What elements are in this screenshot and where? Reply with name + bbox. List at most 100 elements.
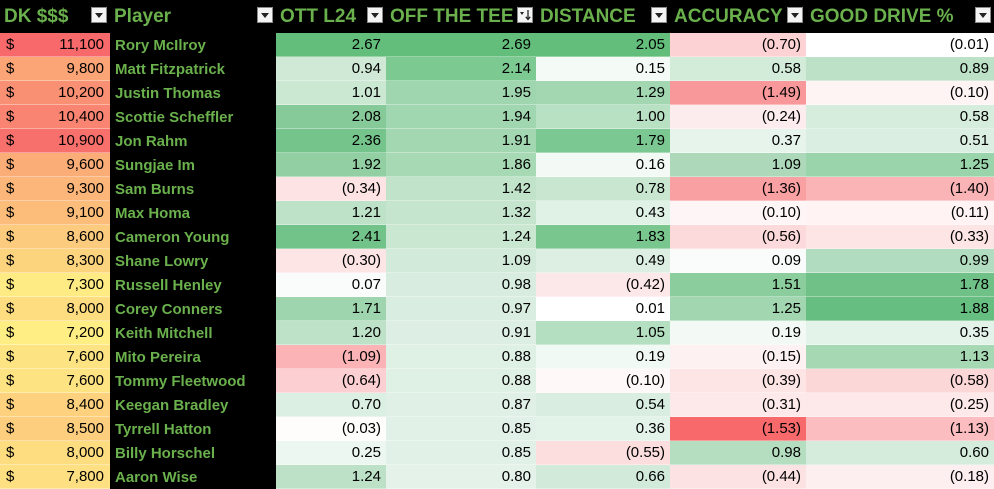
cell-off-the-tee[interactable]: 0.80 <box>386 465 536 489</box>
column-header-dk[interactable]: DK $$$ <box>0 0 110 33</box>
cell-ott-l24[interactable]: (0.64) <box>276 369 386 393</box>
cell-player-name[interactable]: Max Homa <box>110 201 276 225</box>
cell-good-drive[interactable]: 0.51 <box>806 129 994 153</box>
cell-off-the-tee[interactable]: 1.95 <box>386 81 536 105</box>
cell-dk-salary[interactable]: $7,300 <box>0 273 110 297</box>
cell-dk-salary[interactable]: $10,200 <box>0 81 110 105</box>
cell-off-the-tee[interactable]: 1.32 <box>386 201 536 225</box>
cell-ott-l24[interactable]: 1.21 <box>276 201 386 225</box>
cell-dk-salary[interactable]: $10,400 <box>0 105 110 129</box>
cell-off-the-tee[interactable]: 0.88 <box>386 369 536 393</box>
cell-accuracy[interactable]: (0.39) <box>670 369 806 393</box>
cell-player-name[interactable]: Keith Mitchell <box>110 321 276 345</box>
cell-distance[interactable]: 0.15 <box>536 57 670 81</box>
cell-accuracy[interactable]: (1.49) <box>670 81 806 105</box>
cell-distance[interactable]: (0.10) <box>536 369 670 393</box>
cell-good-drive[interactable]: (0.33) <box>806 225 994 249</box>
cell-accuracy[interactable]: (0.10) <box>670 201 806 225</box>
cell-dk-salary[interactable]: $7,800 <box>0 465 110 489</box>
filter-dropdown-icon[interactable] <box>257 7 273 23</box>
cell-ott-l24[interactable]: 2.36 <box>276 129 386 153</box>
cell-distance[interactable]: 0.66 <box>536 465 670 489</box>
cell-accuracy[interactable]: 0.58 <box>670 57 806 81</box>
cell-accuracy[interactable]: (0.44) <box>670 465 806 489</box>
cell-ott-l24[interactable]: 1.01 <box>276 81 386 105</box>
cell-accuracy[interactable]: 1.09 <box>670 153 806 177</box>
cell-accuracy[interactable]: (0.56) <box>670 225 806 249</box>
cell-dk-salary[interactable]: $9,100 <box>0 201 110 225</box>
cell-distance[interactable]: 1.83 <box>536 225 670 249</box>
cell-distance[interactable]: 0.43 <box>536 201 670 225</box>
column-header-ott_l24[interactable]: OTT L24 <box>276 0 386 33</box>
cell-player-name[interactable]: Rory McIlroy <box>110 33 276 57</box>
cell-distance[interactable]: 0.78 <box>536 177 670 201</box>
cell-player-name[interactable]: Matt Fitzpatrick <box>110 57 276 81</box>
cell-dk-salary[interactable]: $8,000 <box>0 441 110 465</box>
cell-good-drive[interactable]: (0.10) <box>806 81 994 105</box>
cell-accuracy[interactable]: (0.31) <box>670 393 806 417</box>
cell-good-drive[interactable]: 1.88 <box>806 297 994 321</box>
cell-player-name[interactable]: Russell Henley <box>110 273 276 297</box>
cell-ott-l24[interactable]: 1.24 <box>276 465 386 489</box>
cell-distance[interactable]: 1.00 <box>536 105 670 129</box>
cell-accuracy[interactable]: (1.53) <box>670 417 806 441</box>
cell-off-the-tee[interactable]: 0.87 <box>386 393 536 417</box>
cell-ott-l24[interactable]: (0.34) <box>276 177 386 201</box>
cell-off-the-tee[interactable]: 1.24 <box>386 225 536 249</box>
cell-player-name[interactable]: Mito Pereira <box>110 345 276 369</box>
cell-good-drive[interactable]: 0.99 <box>806 249 994 273</box>
cell-ott-l24[interactable]: 2.08 <box>276 105 386 129</box>
cell-dk-salary[interactable]: $10,900 <box>0 129 110 153</box>
cell-off-the-tee[interactable]: 0.85 <box>386 441 536 465</box>
cell-off-the-tee[interactable]: 2.69 <box>386 33 536 57</box>
cell-player-name[interactable]: Keegan Bradley <box>110 393 276 417</box>
cell-distance[interactable]: 0.01 <box>536 297 670 321</box>
cell-player-name[interactable]: Sungjae Im <box>110 153 276 177</box>
cell-off-the-tee[interactable]: 1.42 <box>386 177 536 201</box>
cell-ott-l24[interactable]: (0.03) <box>276 417 386 441</box>
cell-dk-salary[interactable]: $11,100 <box>0 33 110 57</box>
cell-ott-l24[interactable]: (1.09) <box>276 345 386 369</box>
cell-distance[interactable]: 0.19 <box>536 345 670 369</box>
cell-good-drive[interactable]: (0.25) <box>806 393 994 417</box>
cell-good-drive[interactable]: (0.58) <box>806 369 994 393</box>
cell-dk-salary[interactable]: $8,000 <box>0 297 110 321</box>
cell-distance[interactable]: (0.55) <box>536 441 670 465</box>
cell-accuracy[interactable]: 0.98 <box>670 441 806 465</box>
column-header-good_drive[interactable]: GOOD DRIVE % <box>806 0 994 33</box>
cell-ott-l24[interactable]: 1.92 <box>276 153 386 177</box>
cell-dk-salary[interactable]: $9,800 <box>0 57 110 81</box>
cell-off-the-tee[interactable]: 0.91 <box>386 321 536 345</box>
filter-dropdown-icon[interactable] <box>367 7 383 23</box>
cell-distance[interactable]: 0.49 <box>536 249 670 273</box>
cell-good-drive[interactable]: (1.13) <box>806 417 994 441</box>
cell-good-drive[interactable]: 1.78 <box>806 273 994 297</box>
cell-distance[interactable]: (0.42) <box>536 273 670 297</box>
cell-player-name[interactable]: Jon Rahm <box>110 129 276 153</box>
cell-player-name[interactable]: Scottie Scheffler <box>110 105 276 129</box>
cell-distance[interactable]: 0.16 <box>536 153 670 177</box>
cell-ott-l24[interactable]: (0.30) <box>276 249 386 273</box>
cell-good-drive[interactable]: 1.25 <box>806 153 994 177</box>
cell-ott-l24[interactable]: 1.71 <box>276 297 386 321</box>
filter-dropdown-icon[interactable] <box>91 7 107 23</box>
column-header-accuracy[interactable]: ACCURACY <box>670 0 806 33</box>
cell-accuracy[interactable]: 0.37 <box>670 129 806 153</box>
cell-good-drive[interactable]: 0.60 <box>806 441 994 465</box>
cell-accuracy[interactable]: 0.19 <box>670 321 806 345</box>
cell-off-the-tee[interactable]: 0.85 <box>386 417 536 441</box>
cell-player-name[interactable]: Corey Conners <box>110 297 276 321</box>
filter-dropdown-icon[interactable] <box>651 7 667 23</box>
cell-off-the-tee[interactable]: 0.98 <box>386 273 536 297</box>
cell-good-drive[interactable]: 0.58 <box>806 105 994 129</box>
cell-player-name[interactable]: Aaron Wise <box>110 465 276 489</box>
cell-good-drive[interactable]: 1.13 <box>806 345 994 369</box>
cell-distance[interactable]: 1.29 <box>536 81 670 105</box>
cell-player-name[interactable]: Shane Lowry <box>110 249 276 273</box>
sort-descending-filter-icon[interactable] <box>517 7 533 23</box>
cell-good-drive[interactable]: 0.89 <box>806 57 994 81</box>
cell-ott-l24[interactable]: 0.07 <box>276 273 386 297</box>
cell-ott-l24[interactable]: 2.41 <box>276 225 386 249</box>
cell-accuracy[interactable]: 0.09 <box>670 249 806 273</box>
cell-good-drive[interactable]: (1.40) <box>806 177 994 201</box>
